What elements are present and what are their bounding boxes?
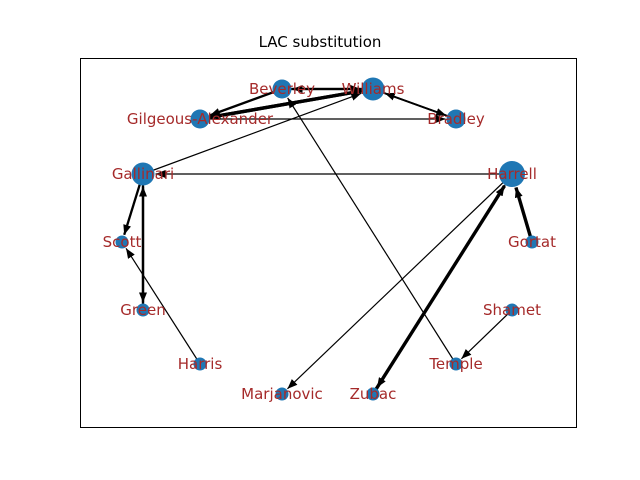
plot-frame [80,58,577,428]
edge-beverley-to-gilgeous-alexander [209,87,283,117]
labels-layer: Beverley Williams Gilgeous-Alexander Bradle… [103,80,556,403]
node-label-gortat: Gortat [508,233,556,251]
edge-shamet-to-temple [460,309,513,360]
node-harrell [499,161,525,187]
node-label-beverley: Beverley [249,80,315,98]
node-label-harrell: Harrell [487,165,537,183]
node-gortat [525,235,539,249]
edge-harrell-to-zubac [376,173,513,388]
edge-bradley-to-williams [384,92,457,120]
edge-gortat-to-harrell [514,186,534,243]
node-label-gallinari: Gallinari [112,165,174,183]
node-label-zubac: Zubac [350,385,397,403]
node-gallinari [131,162,155,186]
edge-gilgeous-alexander-to-williams [199,88,361,121]
node-label-bradley: Bradley [427,110,485,128]
edge-temple-to-beverley [287,97,457,365]
node-williams [361,77,385,101]
node-label-shamet: Shamet [483,301,541,319]
edges-layer [123,85,534,395]
node-label-marjanovic: Marjanovic [241,385,323,403]
edge-gallinari-to-williams [142,92,362,175]
node-gilgeous-alexander [190,109,210,129]
node-temple [449,357,463,371]
node-scott [115,235,129,249]
node-label-green: Green [120,301,165,319]
node-label-scott: Scott [103,233,142,251]
nodes-layer [115,77,539,401]
edge-harrell-to-marjanovic [287,173,513,390]
edge-harris-to-scott [125,247,201,365]
node-label-temple: Temple [428,355,482,373]
node-green [136,303,150,317]
node-label-gilgeous-alexander: Gilgeous-Alexander [127,110,274,128]
node-label-williams: Williams [342,80,405,98]
node-marjanovic [275,387,289,401]
node-beverley [272,79,292,99]
node-shamet [505,303,519,317]
node-label-harris: Harris [178,355,223,373]
node-zubac [366,387,380,401]
node-harris [193,357,207,371]
graph-title: LAC substitution [258,33,382,51]
node-bradley [446,109,466,129]
